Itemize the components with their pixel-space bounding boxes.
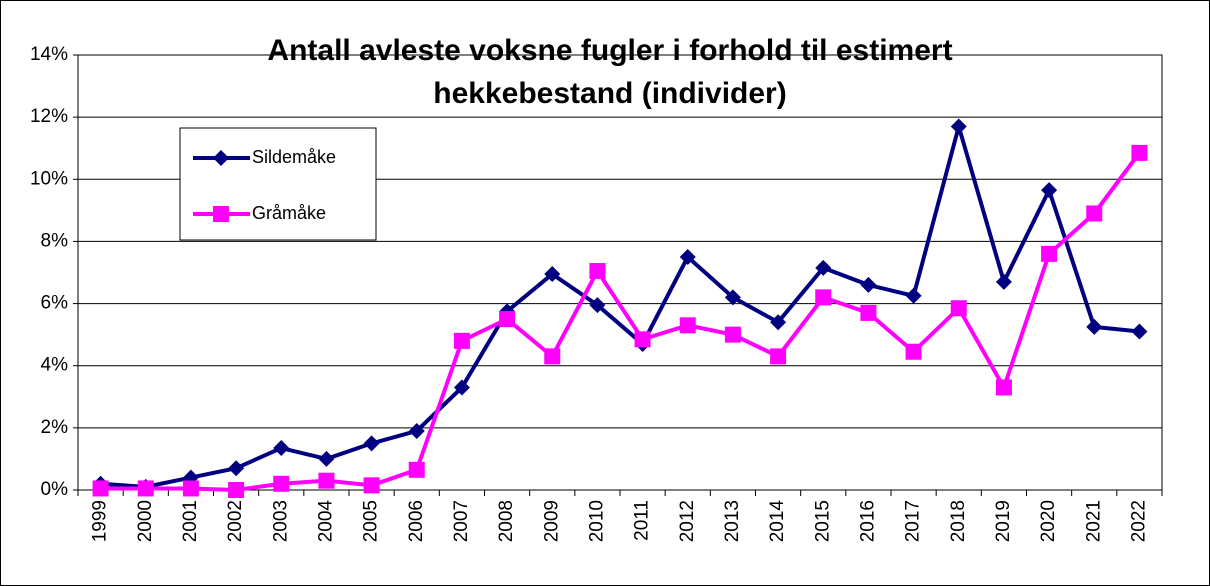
point bbox=[1086, 205, 1103, 222]
y-tick-label: 8% bbox=[41, 230, 69, 251]
y-tick-label: 4% bbox=[41, 355, 69, 376]
y-tick-label: 12% bbox=[30, 106, 68, 127]
point bbox=[273, 440, 290, 457]
point bbox=[950, 118, 967, 135]
y-tick-label: 2% bbox=[41, 417, 69, 438]
point bbox=[228, 460, 245, 477]
point bbox=[453, 379, 470, 396]
x-tick-label: 2011 bbox=[632, 500, 653, 541]
series-line bbox=[100, 119, 1140, 489]
x-tick-label: 2000 bbox=[135, 500, 156, 542]
point bbox=[213, 150, 229, 166]
x-tick-label: 2020 bbox=[1038, 500, 1059, 542]
x-tick-label: 2014 bbox=[767, 500, 788, 543]
point bbox=[363, 435, 380, 452]
point bbox=[815, 259, 832, 276]
point bbox=[137, 480, 154, 497]
point bbox=[860, 304, 877, 321]
x-tick-label: 2009 bbox=[541, 500, 562, 542]
point bbox=[724, 289, 741, 306]
point bbox=[724, 326, 741, 343]
point bbox=[1041, 245, 1058, 262]
point bbox=[544, 266, 561, 283]
legend-label: Sildemåke bbox=[252, 147, 336, 167]
point bbox=[905, 343, 922, 360]
point bbox=[634, 331, 651, 348]
x-tick-label: 2010 bbox=[586, 500, 607, 542]
x-tick-label: 2006 bbox=[406, 500, 427, 542]
y-tick-label: 14% bbox=[30, 44, 68, 65]
x-tick-label: 2003 bbox=[270, 500, 291, 542]
point bbox=[995, 379, 1012, 396]
point bbox=[589, 297, 606, 314]
x-tick-label: 2017 bbox=[903, 500, 924, 542]
point bbox=[318, 450, 335, 467]
x-tick-label: 1999 bbox=[90, 500, 111, 542]
legend-label: Gråmåke bbox=[252, 203, 326, 223]
y-tick-label: 0% bbox=[41, 479, 69, 500]
point bbox=[182, 480, 199, 497]
point bbox=[1041, 182, 1058, 199]
point bbox=[318, 472, 335, 489]
x-tick-label: 2001 bbox=[180, 500, 201, 542]
point bbox=[499, 311, 516, 328]
x-tick-label: 2022 bbox=[1128, 500, 1149, 542]
x-tick-label: 2021 bbox=[1083, 500, 1104, 542]
chart-title: hekkebestand (individer) bbox=[433, 77, 786, 110]
x-tick-label: 2008 bbox=[496, 500, 517, 542]
point bbox=[995, 273, 1012, 290]
y-tick-label: 10% bbox=[30, 168, 68, 189]
point bbox=[770, 314, 787, 331]
x-tick-label: 2013 bbox=[722, 500, 743, 542]
point bbox=[363, 477, 380, 494]
x-tick-label: 2002 bbox=[225, 500, 246, 542]
point bbox=[679, 317, 696, 334]
point bbox=[273, 475, 290, 492]
point bbox=[1086, 318, 1103, 335]
x-tick-label: 2007 bbox=[451, 500, 472, 542]
point bbox=[408, 422, 425, 439]
point bbox=[92, 480, 109, 497]
point bbox=[213, 206, 229, 222]
point bbox=[1131, 144, 1148, 161]
x-tick-label: 2005 bbox=[361, 500, 382, 542]
point bbox=[860, 276, 877, 293]
point bbox=[770, 348, 787, 365]
x-tick-label: 2019 bbox=[993, 500, 1014, 542]
point bbox=[679, 248, 696, 265]
y-tick-label: 6% bbox=[41, 293, 69, 314]
x-tick-label: 2004 bbox=[315, 500, 336, 543]
x-tick-label: 2012 bbox=[677, 500, 698, 542]
x-tick-label: 2016 bbox=[857, 500, 878, 542]
point bbox=[544, 348, 561, 365]
point bbox=[815, 289, 832, 306]
x-tick-label: 2015 bbox=[812, 500, 833, 542]
point bbox=[589, 262, 606, 279]
point bbox=[905, 287, 922, 304]
point bbox=[228, 482, 245, 498]
chart-title: Antall avleste voksne fugler i forhold t… bbox=[267, 34, 952, 67]
x-tick-label: 2018 bbox=[948, 500, 969, 542]
legend-box bbox=[179, 127, 377, 241]
point bbox=[453, 332, 470, 349]
point bbox=[408, 461, 425, 478]
point bbox=[950, 300, 967, 317]
point bbox=[1131, 323, 1148, 340]
